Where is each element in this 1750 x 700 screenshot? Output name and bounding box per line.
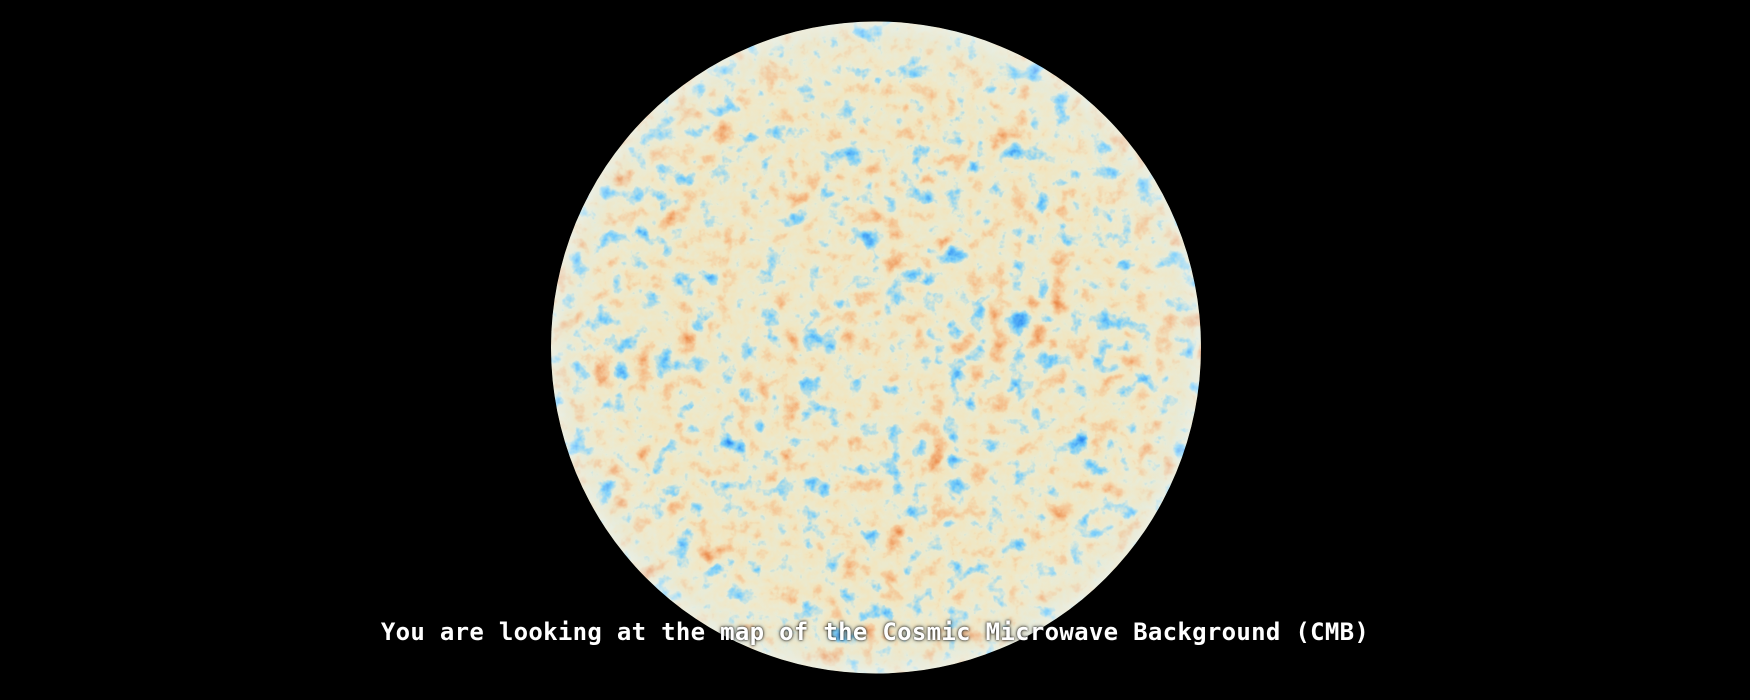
cmb-caption: You are looking at the map of the Cosmic… (380, 618, 1370, 646)
cmb-sphere-map[interactable] (550, 20, 1202, 675)
